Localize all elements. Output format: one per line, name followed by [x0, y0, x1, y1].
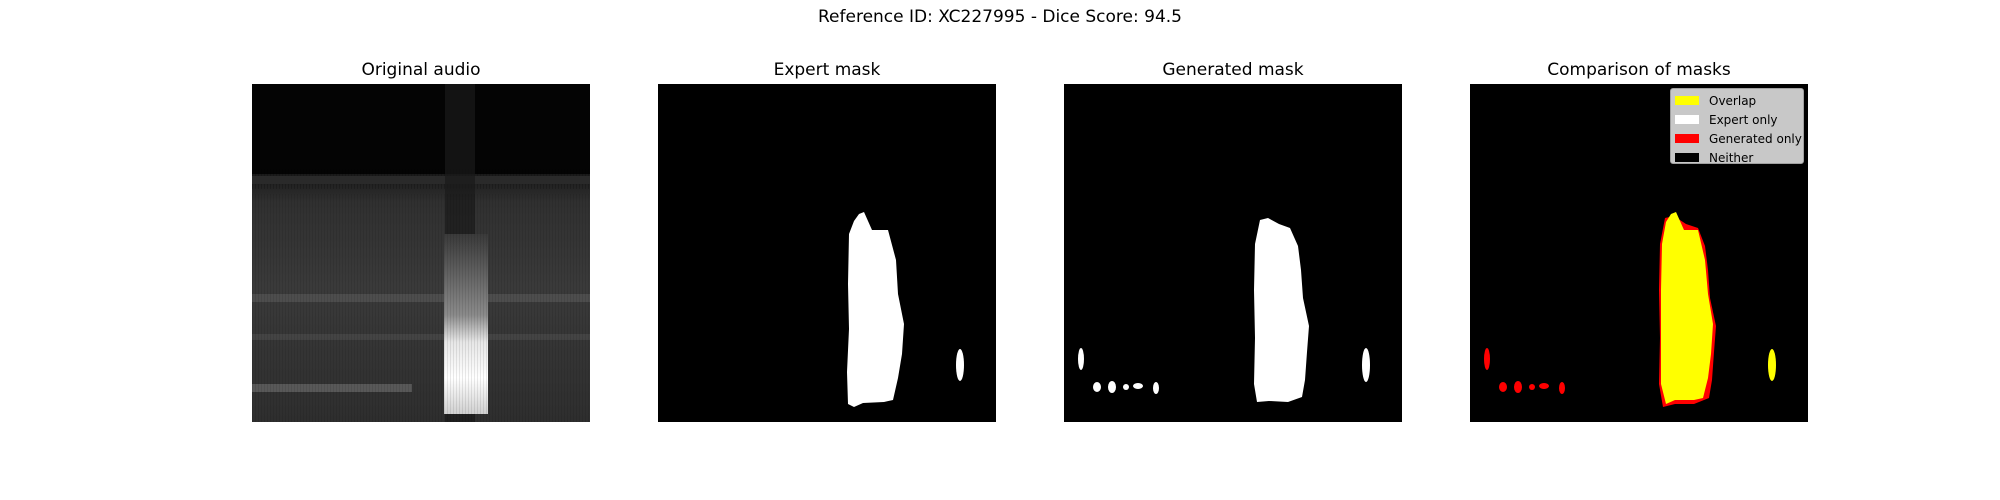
spectrogram-image	[252, 84, 590, 422]
panel-title-original-audio: Original audio	[361, 60, 481, 80]
expert-mask-image	[847, 212, 964, 407]
legend-swatch-generated-only	[1675, 134, 1699, 143]
generated-mask-region	[1254, 218, 1309, 402]
legend-swatch-expert-only	[1675, 115, 1699, 124]
legend-label: Overlap	[1709, 93, 1757, 108]
legend-label: Generated only	[1709, 131, 1802, 146]
generated-mask-left-blob	[1078, 348, 1084, 370]
legend-swatch-overlap	[1675, 96, 1699, 105]
expert-mask-small-region	[956, 349, 964, 381]
legend-item-overlap: Overlap	[1675, 91, 1803, 110]
generated-only-left-blob	[1484, 348, 1490, 370]
legend-item-expert-only: Expert only	[1675, 110, 1803, 129]
panel-title-comparison: Comparison of masks	[1547, 60, 1731, 80]
legend-label: Neither	[1709, 150, 1754, 165]
figure-title: Reference ID: XC227995 - Dice Score: 94.…	[818, 7, 1182, 27]
expert-mask-panel	[658, 84, 996, 422]
generated-mask-small-region	[1362, 348, 1370, 382]
legend-swatch-neither	[1675, 153, 1699, 162]
overlap-small-region	[1768, 349, 1776, 381]
legend: Overlap Expert only Generated only Neith…	[1670, 88, 1804, 167]
comparison-image	[1484, 212, 1776, 407]
generated-mask-image	[1078, 218, 1370, 402]
expert-mask-region	[847, 212, 904, 407]
legend-item-generated-only: Generated only	[1675, 129, 1803, 148]
generated-mask-panel	[1064, 84, 1402, 422]
panel-title-generated-mask: Generated mask	[1162, 60, 1304, 80]
comparison-panel: Overlap Expert only Generated only Neith…	[1470, 84, 1808, 422]
legend-label: Expert only	[1709, 112, 1778, 127]
legend-item-neither: Neither	[1675, 148, 1803, 167]
panel-title-expert-mask: Expert mask	[773, 60, 881, 80]
overlap-region	[1661, 212, 1713, 404]
spectrogram-panel	[252, 84, 590, 422]
